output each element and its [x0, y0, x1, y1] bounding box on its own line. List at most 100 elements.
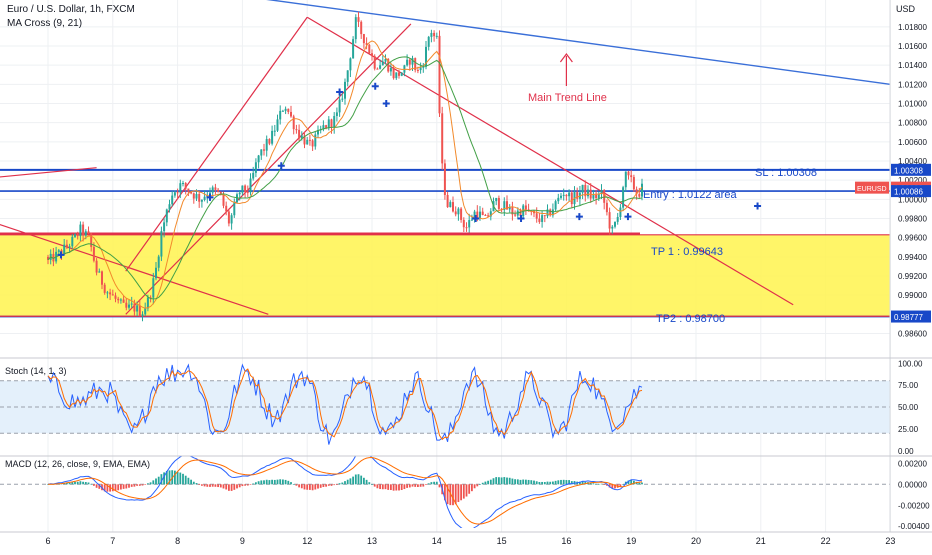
candle-body [303, 135, 306, 145]
candle-body [497, 197, 500, 209]
macd-hist-bar [206, 484, 209, 487]
candle-body [565, 194, 568, 197]
time-tick-label: 21 [756, 536, 766, 546]
macd-hist-bar [549, 481, 552, 485]
macd-hist-bar [309, 484, 311, 490]
candle-body [117, 298, 120, 301]
candle-body [622, 187, 625, 208]
candle-body [130, 303, 133, 305]
macd-hist-bar [292, 484, 295, 485]
macd-hist-bar [327, 484, 330, 486]
time-tick-label: 20 [691, 536, 701, 546]
macd-hist-bar [498, 477, 500, 485]
candle-body [87, 231, 90, 234]
ma-cross-marker [277, 162, 285, 170]
ma-cross-legend[interactable]: MA Cross (9, 21) [7, 18, 82, 29]
candle-body [292, 116, 295, 130]
macd-hist-bar [406, 484, 408, 488]
candle-body [570, 192, 573, 205]
macd-hist-bar [352, 476, 354, 485]
candle-body [65, 244, 68, 247]
candle-body [462, 219, 465, 228]
candle-body [376, 68, 379, 70]
candle-body [379, 65, 382, 69]
candle-body [179, 183, 182, 193]
macd-hist-bar [481, 482, 484, 485]
candle-body [624, 171, 627, 188]
candle-body [122, 299, 125, 303]
candle-body [460, 208, 463, 220]
candle-body [487, 215, 490, 217]
candle-body [211, 187, 214, 193]
time-tick-label: 22 [821, 536, 831, 546]
candle-body [249, 178, 252, 193]
macd-hist-bar [165, 470, 168, 485]
macd-hist-bar [627, 480, 630, 485]
symbol-title[interactable]: Euro / U.S. Dollar, 1h, FXCM [7, 4, 135, 15]
macd-hist-bar [360, 475, 363, 485]
macd-hist-bar [600, 483, 603, 485]
candle-body [357, 17, 360, 22]
candle-body [524, 205, 527, 210]
macd-hist-bar [579, 481, 581, 485]
macd-hist-bar [128, 484, 130, 488]
candle-body [603, 190, 606, 203]
macd-hist-bar [179, 472, 182, 485]
candle-body [419, 66, 422, 71]
candle-body [128, 304, 130, 308]
macd-hist-bar [117, 484, 120, 491]
macd-hist-bar [462, 484, 465, 499]
candle-body [354, 17, 357, 40]
macd-hist-bar [495, 477, 498, 485]
candle-body [225, 205, 228, 212]
stoch-tick-label: 75.00 [898, 381, 919, 390]
macd-hist-bar [552, 481, 554, 485]
price-axis[interactable]: 1.01800 1.01600 1.01400 1.01200 1.01000 1.008… [898, 23, 930, 531]
candle-body [119, 299, 122, 301]
macd-hist-bar [82, 481, 84, 485]
macd-hist-bar [230, 484, 233, 491]
macd-hist-bar [630, 479, 633, 485]
candle-body [597, 194, 600, 199]
candle-body [327, 119, 330, 129]
candle-body [173, 192, 176, 196]
macd-hist-bar [633, 480, 635, 485]
macd-hist-bar [454, 484, 457, 505]
candle-body [63, 244, 66, 255]
macd-hist-bar [282, 479, 284, 485]
candle-body [641, 183, 643, 197]
macd-hist-bar [252, 483, 255, 485]
macd-hist-bar [203, 484, 206, 487]
main-trend-line [266, 0, 890, 85]
candle-body [346, 70, 349, 82]
candle-body [400, 72, 403, 76]
macd-legend[interactable]: MACD (12, 26, close, 9, EMA, EMA) [5, 459, 150, 469]
price-tick-label: 1.01400 [898, 61, 927, 70]
macd-hist-bar [395, 484, 398, 491]
macd-hist-bar [384, 484, 387, 490]
macd-hist-bar [538, 481, 541, 485]
candle-body [146, 297, 149, 309]
macd-hist-bar [565, 480, 568, 485]
candle-body [395, 72, 398, 79]
macd-hist-bar [192, 481, 195, 485]
macd-hist-bar [465, 484, 468, 497]
candle-body [360, 21, 363, 35]
macd-hist-bar [419, 484, 422, 487]
price-tick-label: 0.98600 [898, 330, 927, 339]
stoch-legend[interactable]: Stoch (14, 1, 3) [5, 366, 67, 376]
time-axis[interactable]: 6 7 8 9 12 13 14 15 16 19 20 21 22 23 [45, 536, 895, 546]
macd-hist-bar [79, 481, 82, 485]
candle-body [260, 149, 263, 156]
macd-hist-bar [476, 484, 479, 487]
candle-body [600, 190, 603, 195]
candle-body [190, 191, 193, 194]
macd-hist-bar [295, 484, 298, 486]
candle-body [133, 303, 136, 312]
macd-hist-bar [619, 484, 622, 487]
sl-price-tag [891, 163, 931, 176]
macd-hist-bar [147, 483, 149, 485]
macd-hist-bar [187, 477, 190, 485]
macd-hist-bar [379, 484, 381, 490]
